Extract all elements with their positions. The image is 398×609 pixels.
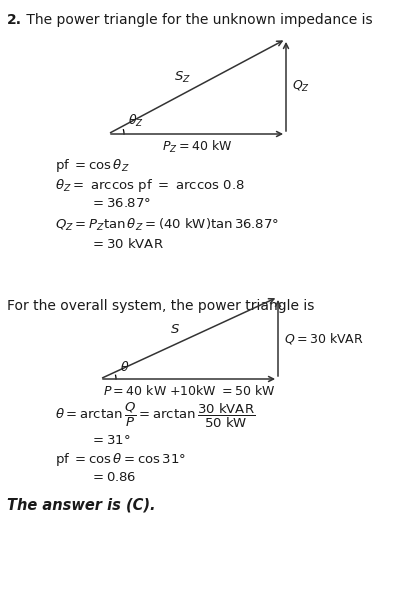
Text: pf $= \cos \theta_Z$: pf $= \cos \theta_Z$ (55, 157, 130, 174)
Text: For the overall system, the power triangle is: For the overall system, the power triang… (7, 299, 314, 313)
Text: $Q_Z = P_Z \tan \theta_Z = (40$ kW$)\tan 36.87°$: $Q_Z = P_Z \tan \theta_Z = (40$ kW$)\tan… (55, 217, 279, 233)
Text: $\quad= 30$ kVAR: $\quad= 30$ kVAR (77, 237, 164, 251)
Text: $P_Z = 40$ kW: $P_Z = 40$ kW (162, 139, 232, 155)
Text: $\theta_Z$: $\theta_Z$ (128, 113, 144, 129)
Text: $\theta = \arctan\dfrac{Q}{P} = \arctan\dfrac{30\text{ kVAR}}{50\text{ kW}}$: $\theta = \arctan\dfrac{Q}{P} = \arctan\… (55, 401, 255, 430)
Text: $Q = 30$ kVAR: $Q = 30$ kVAR (284, 331, 364, 345)
Text: $\quad= 31°$: $\quad= 31°$ (77, 434, 131, 447)
Text: $\theta$: $\theta$ (120, 360, 129, 374)
Text: $P = 40$ kW $+ 10$kW $= 50$ kW: $P = 40$ kW $+ 10$kW $= 50$ kW (103, 384, 275, 398)
Text: $Q_Z$: $Q_Z$ (292, 79, 310, 94)
Text: pf $= \cos\theta = \cos 31°$: pf $= \cos\theta = \cos 31°$ (55, 451, 186, 468)
Text: $S_Z$: $S_Z$ (174, 69, 191, 85)
Text: $S$: $S$ (170, 323, 180, 336)
Text: The power triangle for the unknown impedance is: The power triangle for the unknown imped… (22, 13, 373, 27)
Text: $\theta_Z = $ arccos pf $=$ arccos 0.8: $\theta_Z = $ arccos pf $=$ arccos 0.8 (55, 177, 244, 194)
Text: $\quad= 0.86$: $\quad= 0.86$ (77, 471, 137, 484)
Text: $\quad= 36.87°$: $\quad= 36.87°$ (77, 197, 151, 210)
Text: The answer is (C).: The answer is (C). (7, 497, 156, 512)
Text: 2.: 2. (7, 13, 22, 27)
